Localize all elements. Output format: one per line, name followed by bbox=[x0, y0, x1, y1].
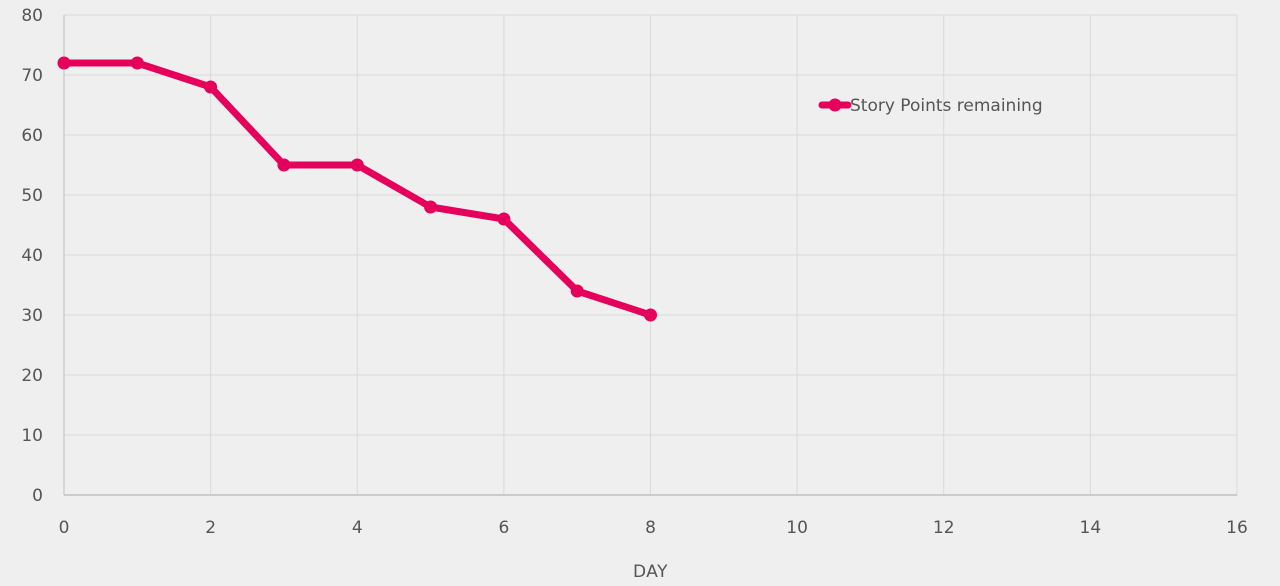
x-tick-label: 10 bbox=[786, 518, 808, 538]
series bbox=[57, 56, 657, 322]
y-tick-label: 60 bbox=[21, 126, 43, 146]
data-point bbox=[424, 200, 438, 214]
data-point bbox=[570, 284, 584, 298]
x-tick-label: 12 bbox=[933, 518, 955, 538]
y-tick-label: 50 bbox=[21, 186, 43, 206]
tick-labels: 0 10 20 30 40 50 60 70 80 0 2 4 6 8 10 12 14 16 bbox=[21, 6, 1247, 538]
x-tick-label: 4 bbox=[352, 518, 363, 538]
legend-marker-swatch bbox=[828, 98, 842, 112]
data-point bbox=[57, 56, 71, 70]
data-point bbox=[277, 158, 291, 172]
y-tick-label: 30 bbox=[21, 306, 43, 326]
x-tick-label: 6 bbox=[498, 518, 509, 538]
y-tick-label: 0 bbox=[32, 486, 43, 506]
axes bbox=[63, 15, 1237, 496]
data-point bbox=[350, 158, 364, 172]
x-tick-label: 8 bbox=[645, 518, 656, 538]
x-tick-label: 2 bbox=[205, 518, 216, 538]
x-tick-label: 14 bbox=[1080, 518, 1102, 538]
x-tick-label: 0 bbox=[59, 518, 70, 538]
x-axis-title: DAY bbox=[633, 562, 668, 582]
legend-label: Story Points remaining bbox=[850, 96, 1043, 116]
y-tick-label: 20 bbox=[21, 366, 43, 386]
data-point bbox=[497, 212, 511, 226]
y-tick-label: 10 bbox=[21, 426, 43, 446]
y-tick-label: 80 bbox=[21, 6, 43, 26]
legend: Story Points remaining bbox=[818, 96, 1043, 116]
y-tick-label: 40 bbox=[21, 246, 43, 266]
data-point bbox=[204, 80, 218, 94]
data-point bbox=[130, 56, 144, 70]
y-tick-label: 70 bbox=[21, 66, 43, 86]
data-point bbox=[644, 308, 657, 322]
x-tick-label: 16 bbox=[1226, 518, 1248, 538]
